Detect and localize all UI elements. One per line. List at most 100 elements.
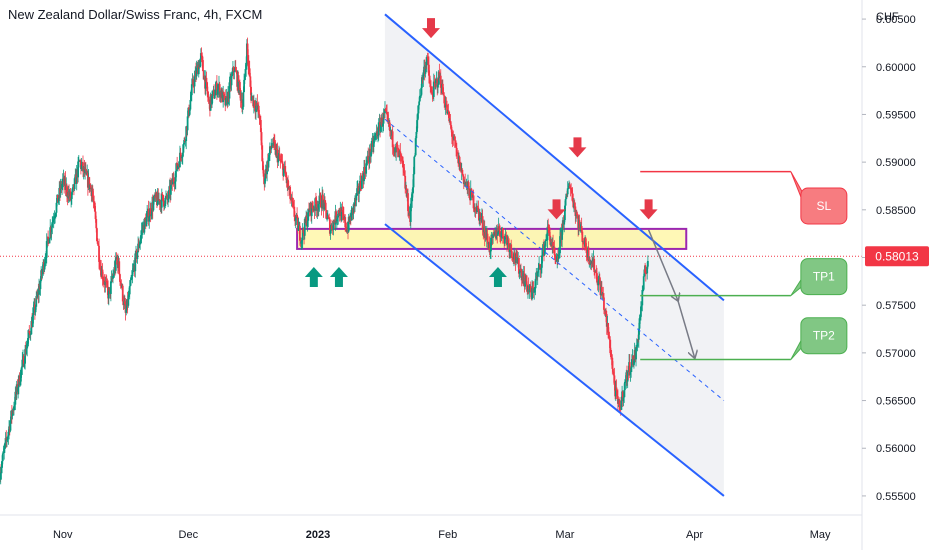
candle-body <box>144 218 146 220</box>
candle-body <box>140 230 143 236</box>
candle-body <box>174 170 177 182</box>
candle-body <box>385 110 388 112</box>
candle-body <box>291 197 294 203</box>
candle-body <box>84 169 86 174</box>
candle-body <box>205 77 208 83</box>
candle-body <box>139 240 142 245</box>
y-tick-label: 0.56500 <box>876 396 916 408</box>
y-tick-label: 0.55500 <box>876 491 916 503</box>
candle-body <box>470 188 473 191</box>
candle-body <box>19 381 22 385</box>
candle-body <box>331 225 333 230</box>
candle-body <box>180 155 183 159</box>
candle-body <box>395 144 398 148</box>
candle-body <box>402 160 405 168</box>
candle-body <box>462 176 465 185</box>
candle-body <box>621 391 624 402</box>
candle-body <box>259 120 262 133</box>
candle-body <box>250 96 253 101</box>
candle-body <box>597 280 600 286</box>
candle-body <box>222 92 225 96</box>
candle-body <box>118 261 121 275</box>
candle-body <box>165 196 167 198</box>
candle-body <box>310 203 313 217</box>
candle-body <box>183 139 186 142</box>
candle-body <box>450 125 453 130</box>
candle-body <box>70 198 73 200</box>
candle-body <box>430 87 432 92</box>
candle-body <box>39 280 42 290</box>
candle-body <box>241 106 244 109</box>
candle-body <box>345 227 347 229</box>
candle-body <box>638 318 641 329</box>
candle-body <box>57 198 60 203</box>
candle-body <box>279 159 282 161</box>
candle-body <box>497 232 499 236</box>
candle-body <box>264 178 266 184</box>
candle-body <box>268 146 271 155</box>
candle-body <box>404 175 407 189</box>
candle-body <box>401 156 404 161</box>
candle-body <box>232 67 235 72</box>
candle-body <box>641 290 644 306</box>
candle-body <box>541 251 544 256</box>
candle-body <box>332 221 335 230</box>
candle-body <box>270 147 273 150</box>
candle-body <box>45 241 48 258</box>
candle-body <box>513 252 516 260</box>
candle-body <box>261 145 264 162</box>
candle-body <box>114 257 117 271</box>
candle-body <box>479 213 482 219</box>
candle-body <box>284 166 287 174</box>
candle-body <box>48 238 51 244</box>
candle-body <box>629 371 632 375</box>
candle-body <box>510 244 513 252</box>
candle-body <box>576 215 579 219</box>
candle-body <box>124 304 127 313</box>
candle-body <box>615 387 618 391</box>
down-arrow-icon <box>639 199 658 220</box>
candle-body <box>628 362 631 375</box>
candle-body <box>517 257 520 274</box>
candle-body <box>446 104 448 114</box>
candle-body <box>635 348 637 360</box>
candle-body <box>257 105 260 115</box>
candle-body <box>598 279 601 285</box>
candle-body <box>278 154 281 160</box>
candle-body <box>469 188 472 201</box>
candle-body <box>341 209 344 213</box>
candle-body <box>433 81 436 83</box>
candle-body <box>399 151 402 156</box>
candle-body <box>392 147 395 150</box>
candle-body <box>262 161 264 171</box>
candle-body <box>141 229 144 231</box>
candle-body <box>547 226 550 228</box>
candle-body <box>322 194 324 201</box>
candle-body <box>18 375 21 385</box>
candle-body <box>246 43 249 56</box>
candle-body <box>152 201 155 211</box>
candle-body <box>603 309 606 312</box>
candle-body <box>134 253 137 272</box>
candle-body <box>377 122 380 136</box>
candle-body <box>106 281 109 288</box>
candle-body <box>367 155 370 161</box>
candle-body <box>461 169 464 175</box>
candle-body <box>3 448 6 452</box>
candle-body <box>112 275 114 279</box>
candle-body <box>11 409 14 416</box>
candle-body <box>197 64 200 75</box>
candle-body <box>427 57 430 65</box>
channel-mid-line <box>384 118 725 401</box>
candle-body <box>109 281 112 294</box>
candle-body <box>403 171 406 176</box>
candle-body <box>623 381 626 391</box>
candle-body <box>414 138 417 156</box>
candle-body <box>89 185 92 188</box>
candle-body <box>243 75 246 80</box>
candle-body <box>200 53 203 56</box>
candle-body <box>280 160 283 162</box>
candle-body <box>202 60 204 72</box>
candle-body <box>6 436 9 440</box>
